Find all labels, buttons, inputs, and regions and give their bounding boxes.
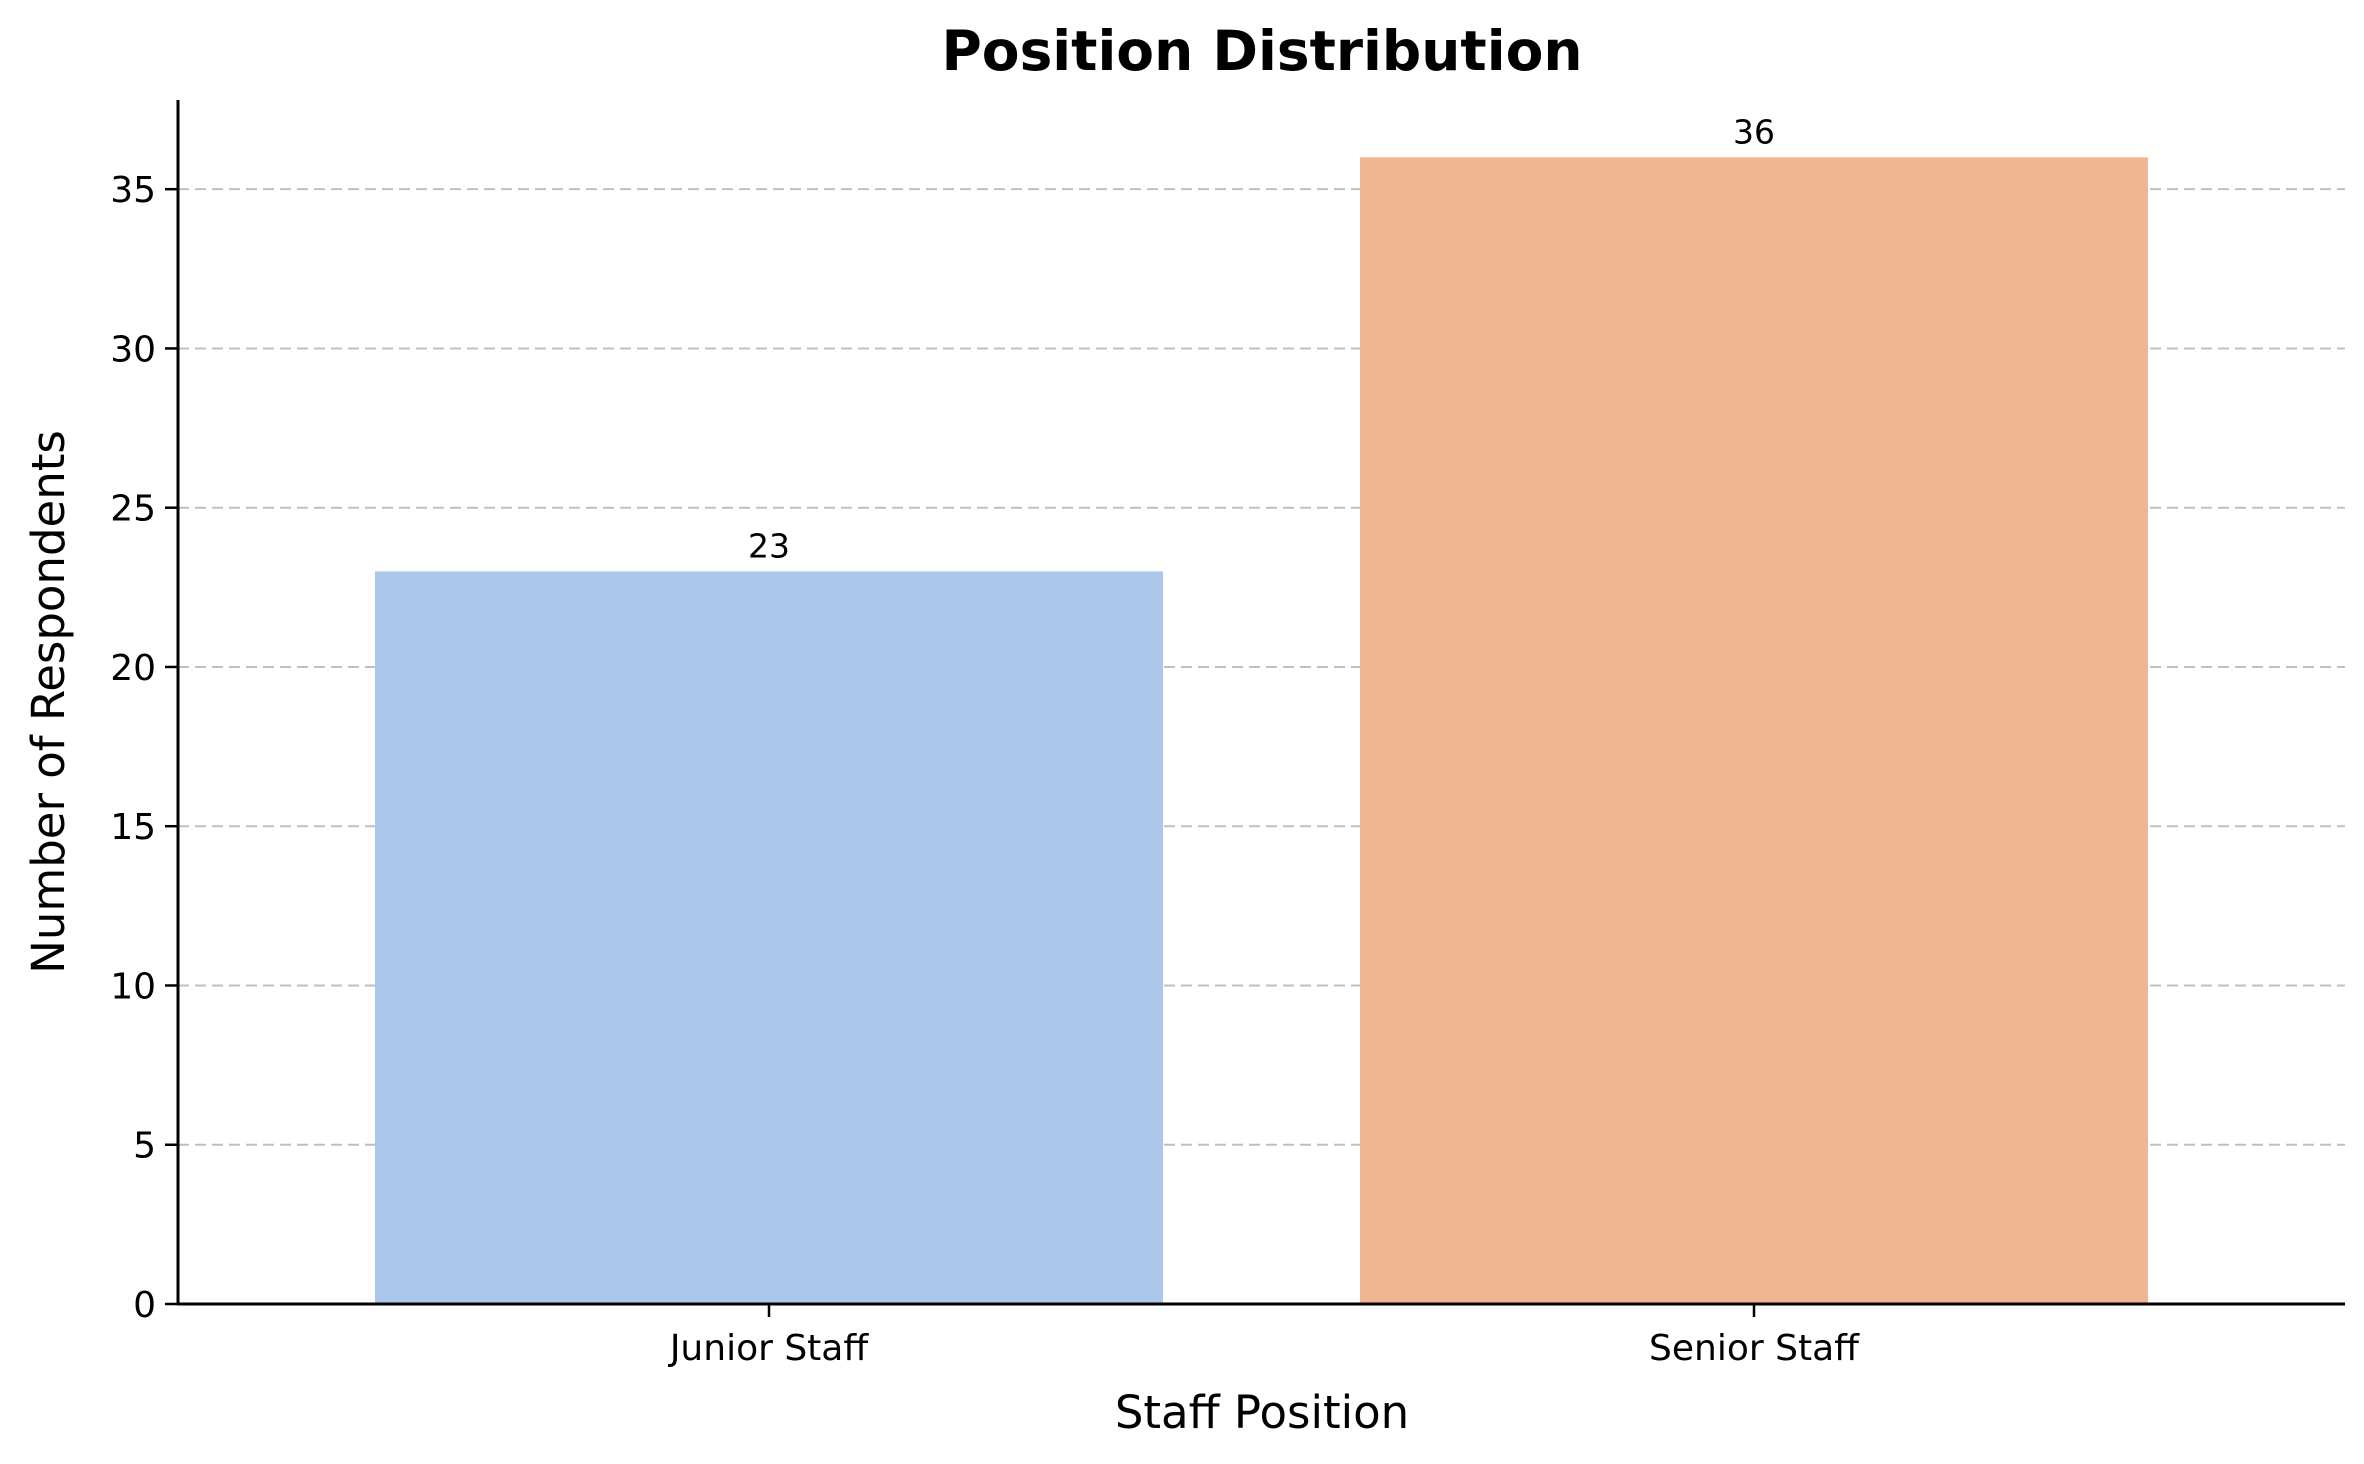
y-tick-label: 25 (110, 489, 156, 530)
y-ticks: 0 5 10 15 20 25 30 35 (110, 170, 178, 1326)
x-axis-title: Staff Position (1115, 1386, 1409, 1439)
chart-title: Position Distribution (941, 19, 1582, 83)
x-tick-label: Junior Staff (668, 1328, 870, 1369)
data-labels: 23 36 (748, 112, 1775, 565)
x-tick-label: Senior Staff (1649, 1328, 1860, 1369)
bar-junior-staff (375, 571, 1163, 1304)
y-tick-label: 5 (133, 1126, 156, 1167)
x-ticks: Junior Staff Senior Staff (668, 1304, 1860, 1369)
y-tick-label: 20 (110, 648, 156, 689)
y-tick-label: 0 (133, 1285, 156, 1326)
y-tick-label: 10 (110, 966, 156, 1007)
bar-senior-staff (1360, 157, 2148, 1304)
bar-value-label: 36 (1733, 112, 1775, 151)
y-axis-title: Number of Respondents (22, 430, 75, 974)
bar-value-label: 23 (748, 526, 790, 565)
y-tick-label: 30 (110, 329, 156, 370)
y-tick-label: 35 (110, 170, 156, 211)
bars (375, 157, 2148, 1304)
y-tick-label: 15 (110, 807, 156, 848)
